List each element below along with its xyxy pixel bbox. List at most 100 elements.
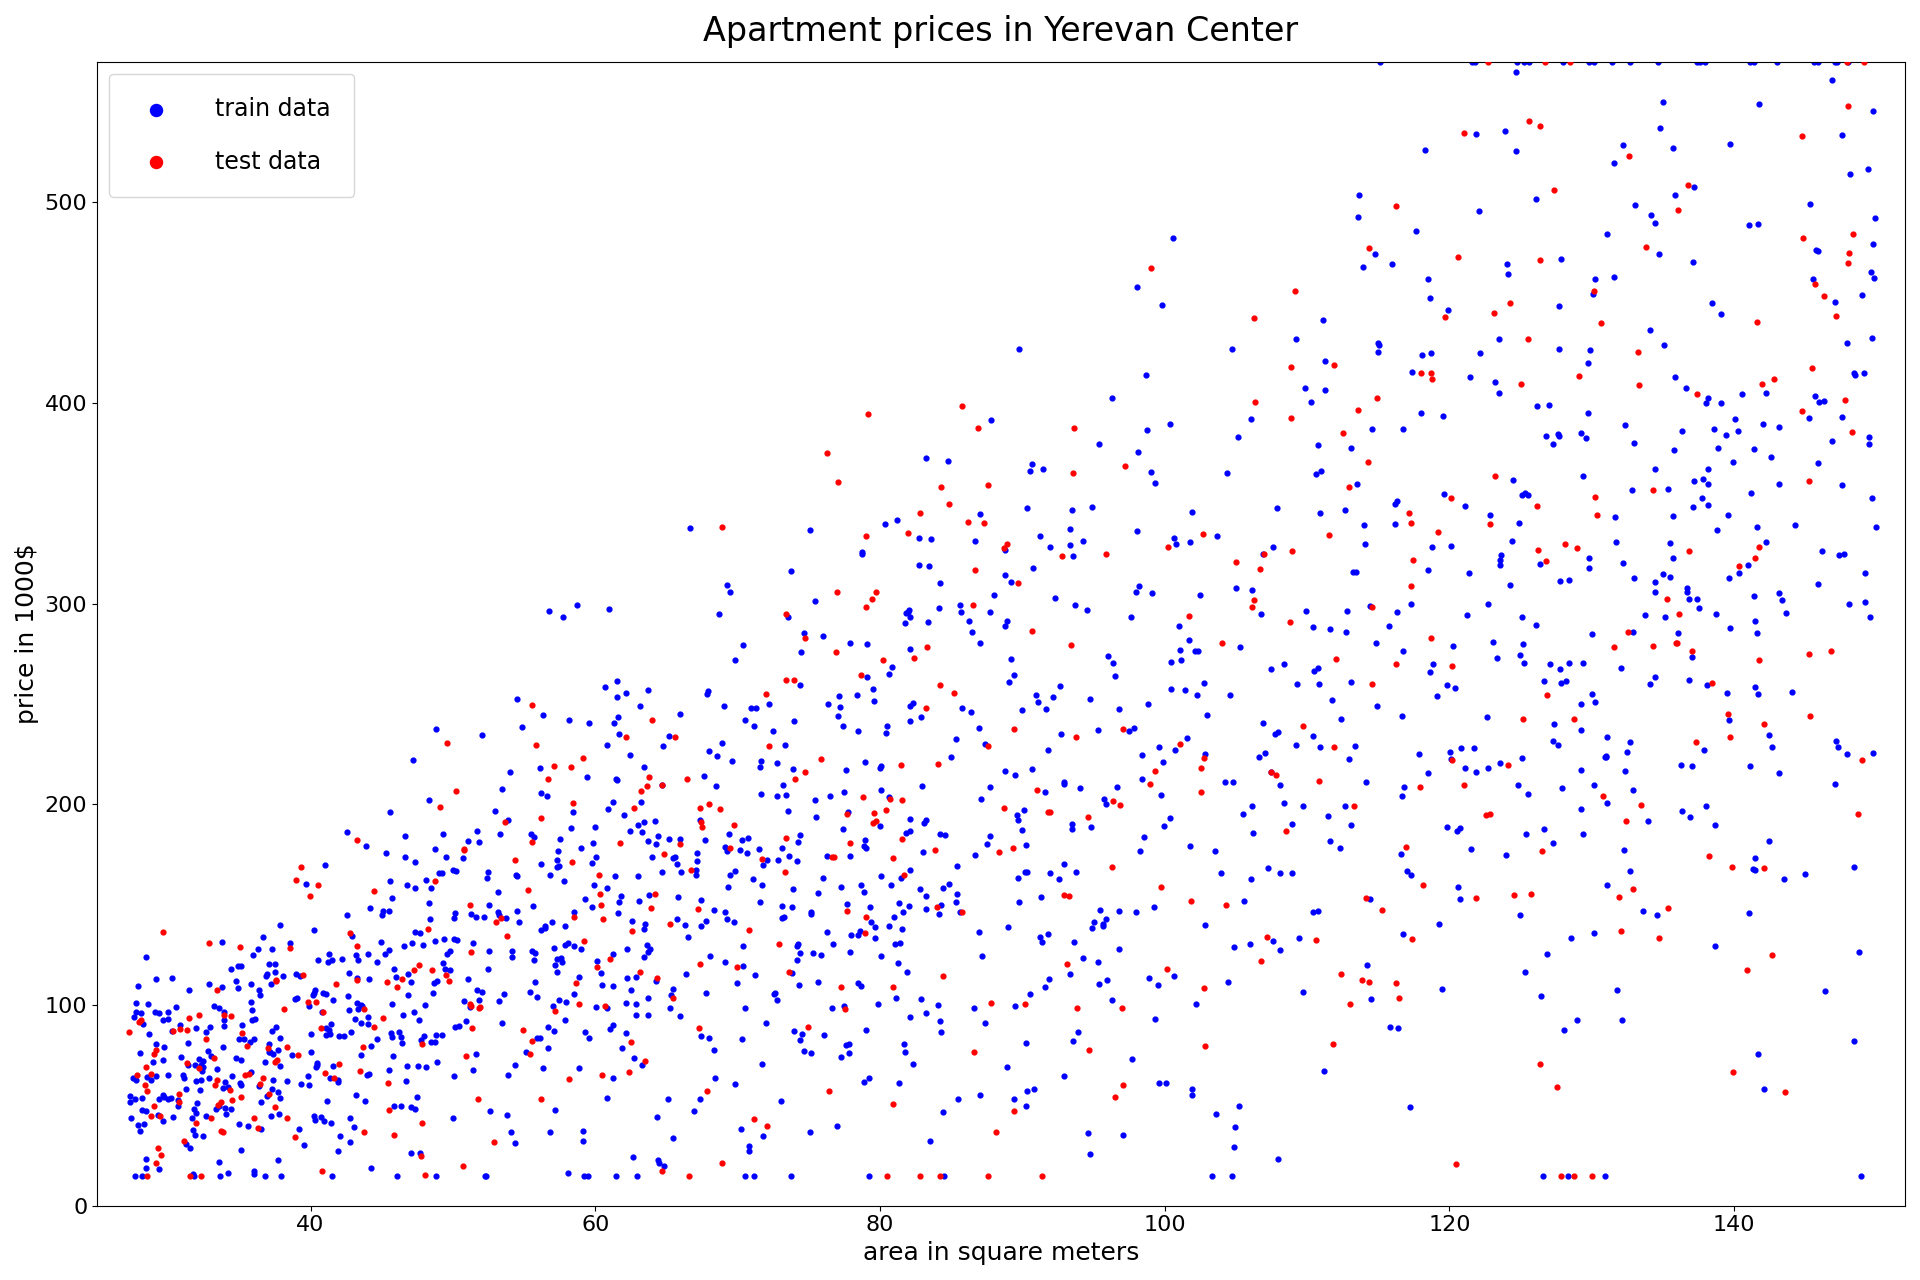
train data — [1432, 675, 1463, 695]
train data — [403, 1010, 434, 1030]
train data — [1413, 269, 1444, 289]
test data — [1523, 495, 1553, 516]
train data — [1071, 600, 1102, 621]
test data — [924, 675, 954, 695]
test data — [1098, 791, 1129, 812]
test data — [1582, 504, 1613, 525]
train data — [924, 904, 954, 924]
train data — [1309, 1061, 1340, 1082]
train data — [776, 561, 806, 581]
test data — [1238, 308, 1269, 329]
train data — [315, 1112, 346, 1133]
train data — [1826, 475, 1857, 495]
train data — [624, 891, 655, 911]
train data — [1828, 124, 1859, 145]
train data — [353, 945, 384, 965]
train data — [280, 989, 311, 1010]
train data — [399, 1001, 430, 1021]
train data — [549, 870, 580, 891]
train data — [1789, 864, 1820, 884]
train data — [209, 1016, 240, 1037]
train data — [636, 847, 666, 868]
test data — [1513, 111, 1544, 132]
train data — [970, 1012, 1000, 1033]
train data — [1699, 419, 1730, 439]
test data — [1713, 704, 1743, 724]
train data — [1446, 888, 1476, 909]
train data — [1832, 744, 1862, 764]
train data — [123, 1115, 154, 1135]
train data — [294, 996, 324, 1016]
train data — [705, 604, 735, 625]
train data — [378, 1096, 409, 1116]
train data — [1492, 253, 1523, 274]
train data — [309, 855, 340, 876]
test data — [1770, 1082, 1801, 1102]
train data — [190, 1021, 221, 1042]
train data — [822, 707, 852, 727]
train data — [1688, 488, 1718, 508]
test data — [1398, 550, 1428, 571]
train data — [1601, 979, 1632, 1000]
train data — [1035, 863, 1066, 883]
train data — [699, 900, 730, 920]
train data — [691, 910, 722, 931]
train data — [204, 1151, 234, 1171]
test data — [1624, 375, 1655, 396]
train data — [1715, 710, 1745, 731]
train data — [854, 896, 885, 916]
train data — [1860, 209, 1891, 229]
train data — [1734, 215, 1764, 236]
train data — [438, 1066, 468, 1087]
train data — [392, 876, 422, 896]
train data — [607, 886, 637, 906]
train data — [1615, 861, 1645, 882]
test data — [1749, 713, 1780, 733]
test data — [1010, 993, 1041, 1014]
train data — [622, 814, 653, 835]
train data — [735, 698, 766, 718]
train data — [847, 541, 877, 562]
test data — [860, 810, 891, 831]
train data — [628, 947, 659, 968]
train data — [995, 649, 1025, 669]
train data — [253, 955, 284, 975]
test data — [1759, 369, 1789, 389]
train data — [376, 887, 407, 908]
train data — [941, 856, 972, 877]
test data — [516, 695, 547, 716]
train data — [1619, 433, 1649, 453]
test data — [225, 1087, 255, 1107]
train data — [701, 776, 732, 796]
train data — [612, 968, 643, 988]
train data — [186, 1061, 217, 1082]
train data — [1012, 861, 1043, 882]
train data — [180, 1055, 211, 1075]
train data — [1127, 745, 1158, 765]
train data — [879, 988, 910, 1009]
test data — [1106, 997, 1137, 1018]
train data — [376, 1027, 407, 1047]
test data — [831, 901, 862, 922]
train data — [1044, 676, 1075, 696]
test data — [217, 1089, 248, 1110]
train data — [361, 952, 392, 973]
train data — [1100, 666, 1131, 686]
test data — [814, 1080, 845, 1101]
train data — [611, 682, 641, 703]
test data — [611, 727, 641, 748]
test data — [463, 998, 493, 1019]
train data — [845, 876, 876, 896]
train data — [353, 968, 384, 988]
train data — [1836, 164, 1866, 184]
train data — [906, 776, 937, 796]
test data — [1430, 306, 1461, 326]
train data — [1108, 1125, 1139, 1146]
train data — [680, 860, 710, 881]
test data — [1100, 1087, 1131, 1107]
test data — [288, 965, 319, 986]
train data — [447, 849, 478, 869]
train data — [1446, 737, 1476, 758]
train data — [417, 1032, 447, 1052]
train data — [655, 828, 685, 849]
